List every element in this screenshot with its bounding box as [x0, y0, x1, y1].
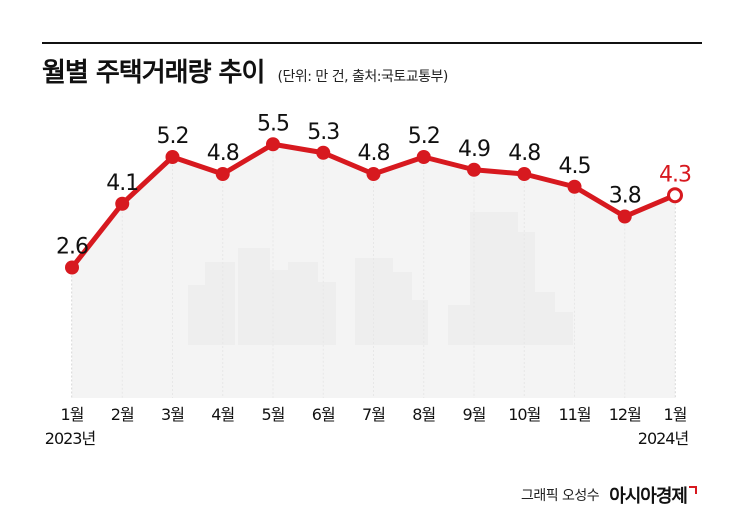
graphic-credit: 그래픽 오성수 — [520, 488, 600, 504]
value-label: 4.3 — [659, 162, 691, 187]
x-tick-label: 2월 — [111, 405, 134, 424]
year-label: 2023년 — [45, 429, 96, 448]
area-under-line — [72, 144, 675, 398]
data-points — [65, 137, 683, 275]
x-axis-labels: 1월 2023년 2월 3월 4월 5월 6월 7월 8월 9월 10월 11월 12월 1월 2024년 — [45, 405, 690, 448]
data-point — [517, 167, 532, 181]
data-point-highlight — [667, 187, 683, 204]
data-point — [366, 167, 381, 181]
x-tick-label: 7월 — [362, 405, 385, 424]
x-tick-label: 1월 — [664, 405, 687, 424]
x-tick-label: 9월 — [463, 405, 486, 424]
x-tick-label: 1월 — [61, 405, 84, 424]
x-tick-label: 6월 — [312, 405, 335, 424]
x-tick-label: 10월 — [508, 405, 540, 424]
value-labels: 2.6 4.1 5.2 4.8 5.5 5.3 4.8 5.2 4.9 4.8 4.5 3.8 4.3 — [56, 111, 692, 260]
unit-source-note: (단위: 만 건, 출처:국토교통부) — [277, 69, 448, 85]
top-rule — [42, 42, 702, 44]
brand-mark-icon — [689, 486, 697, 494]
x-tick-label: 3월 — [161, 405, 184, 424]
credit-line: 그래픽 오성수 아시아경제 — [521, 482, 697, 508]
value-label: 5.2 — [157, 124, 189, 149]
x-tick-label: 8월 — [412, 405, 435, 424]
value-label: 4.9 — [458, 137, 490, 162]
data-point — [316, 145, 331, 160]
value-label: 4.8 — [358, 141, 390, 166]
x-tick-label: 4월 — [211, 405, 234, 424]
data-point — [266, 137, 280, 152]
data-point — [165, 150, 180, 164]
chart-title: 월별 주택거래량 추이 — [42, 58, 265, 88]
data-point — [115, 196, 130, 211]
value-label: 4.8 — [508, 141, 540, 166]
data-point — [65, 260, 79, 275]
value-label: 4.1 — [106, 171, 138, 196]
value-label: 4.8 — [207, 141, 239, 166]
data-point — [416, 150, 431, 164]
data-point — [567, 179, 582, 194]
value-label: 5.5 — [257, 111, 289, 136]
data-point — [617, 209, 632, 224]
data-point — [215, 167, 230, 181]
value-label: 5.3 — [307, 120, 339, 145]
title-row: 월별 주택거래량 추이 (단위: 만 건, 출처:국토교통부) — [42, 52, 448, 89]
brand-logo-text: 아시아경제 — [609, 486, 688, 507]
x-tick-label: 11월 — [558, 405, 590, 424]
value-label: 2.6 — [56, 235, 88, 260]
data-point — [467, 162, 481, 177]
year-label: 2024년 — [638, 429, 689, 448]
value-label: 5.2 — [408, 124, 440, 149]
x-tick-label: 12월 — [609, 405, 641, 424]
x-tick-label: 5월 — [262, 405, 285, 424]
value-label: 4.5 — [559, 154, 591, 179]
value-label: 3.8 — [609, 184, 641, 209]
